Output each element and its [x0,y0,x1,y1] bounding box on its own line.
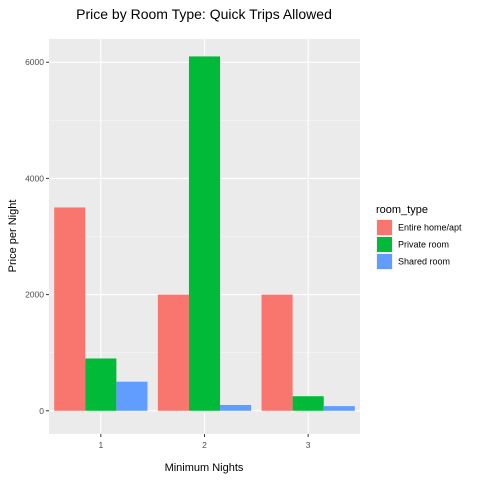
bar [292,396,324,411]
legend-key-swatch [377,237,392,252]
x-axis-title: Minimum Nights [165,462,244,474]
y-tick-label: 0 [39,406,44,416]
legend-key-swatch [377,220,392,235]
y-tick-label: 4000 [25,173,44,183]
bar [116,381,148,411]
x-tick-label: 2 [202,440,207,450]
x-tick-label: 1 [98,440,103,450]
y-axis-title: Price per Night [7,200,19,273]
bars [54,56,355,411]
bar [188,56,221,411]
legend: room_type Entire home/apt Private room Sha… [376,204,462,270]
x-tick-label: 3 [306,440,311,450]
legend-label: Entire home/apt [398,223,462,233]
bar [323,406,355,411]
bar [157,294,189,411]
bar [54,207,86,411]
chart-title: Price by Room Type: Quick Trips Allowed [76,6,332,22]
legend-label: Shared room [398,257,450,267]
legend-label: Private room [398,240,449,250]
y-tick-label: 2000 [25,290,44,300]
y-tick-label: 6000 [25,57,44,67]
bar [85,358,117,411]
bar [261,294,293,411]
bar [220,404,252,411]
legend-title: room_type [376,204,428,216]
y-axis: 0 2000 4000 6000 [25,57,49,416]
x-axis: 1 2 3 [98,434,311,450]
legend-key-swatch [377,254,392,269]
